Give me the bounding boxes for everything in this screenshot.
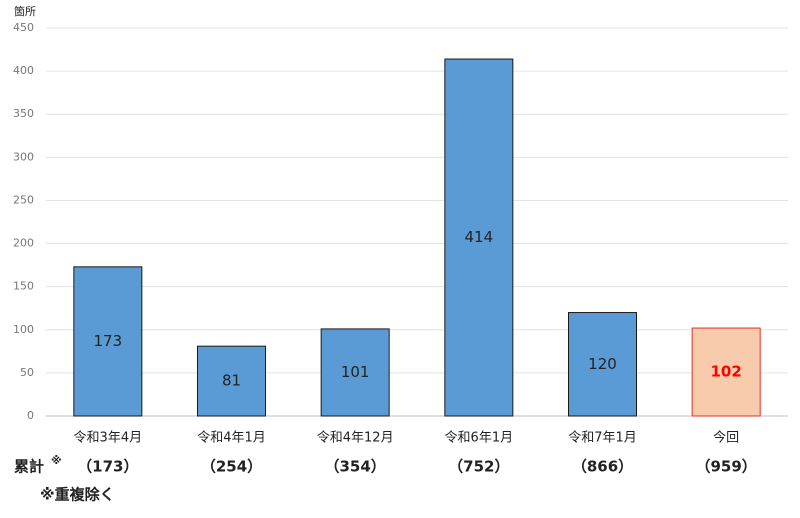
bar <box>320 328 390 417</box>
y-axis-label: 箇所 <box>14 4 36 18</box>
value-label: 120 <box>588 355 617 373</box>
bar <box>197 345 266 417</box>
value-label: 101 <box>341 363 370 381</box>
y-tick-label: 150 <box>13 280 34 293</box>
cumulative-value: （752） <box>448 458 509 476</box>
x-tick-label: 令和7年1月 <box>568 431 637 446</box>
bar <box>444 58 514 417</box>
x-tick-label: 令和3年4月 <box>74 431 143 446</box>
y-tick-label: 0 <box>27 409 34 422</box>
y-tick-label: 300 <box>13 150 34 163</box>
y-tick-label: 250 <box>13 193 34 206</box>
y-tick-label: 400 <box>13 64 34 77</box>
cumulative-label: 累計 <box>14 458 44 476</box>
bar <box>568 312 637 417</box>
y-tick-label: 200 <box>13 237 34 250</box>
cumulative-value: （173） <box>77 458 138 476</box>
y-tick-label: 350 <box>13 107 34 120</box>
x-tick-label: 令和6年1月 <box>445 431 514 446</box>
bar <box>691 327 761 417</box>
x-tick-label: 令和4年12月 <box>317 431 394 446</box>
y-tick-label: 450 <box>13 21 34 34</box>
value-label: 173 <box>94 332 123 350</box>
x-tick-label: 今回 <box>713 430 739 446</box>
note: ※重複除く <box>40 486 115 504</box>
y-tick-label: 100 <box>13 323 34 336</box>
value-label: 414 <box>465 228 494 246</box>
y-tick-label: 50 <box>20 366 34 379</box>
bar <box>73 266 143 417</box>
cumulative-mark: ※ <box>51 454 62 467</box>
cumulative-value: （254） <box>201 458 262 476</box>
cumulative-value: （866） <box>572 458 633 476</box>
x-tick-label: 令和4年1月 <box>197 431 266 446</box>
value-label: 102 <box>711 363 742 381</box>
cumulative-value: （354） <box>325 458 386 476</box>
cumulative-value: （959） <box>696 458 757 476</box>
value-label: 81 <box>222 372 241 390</box>
